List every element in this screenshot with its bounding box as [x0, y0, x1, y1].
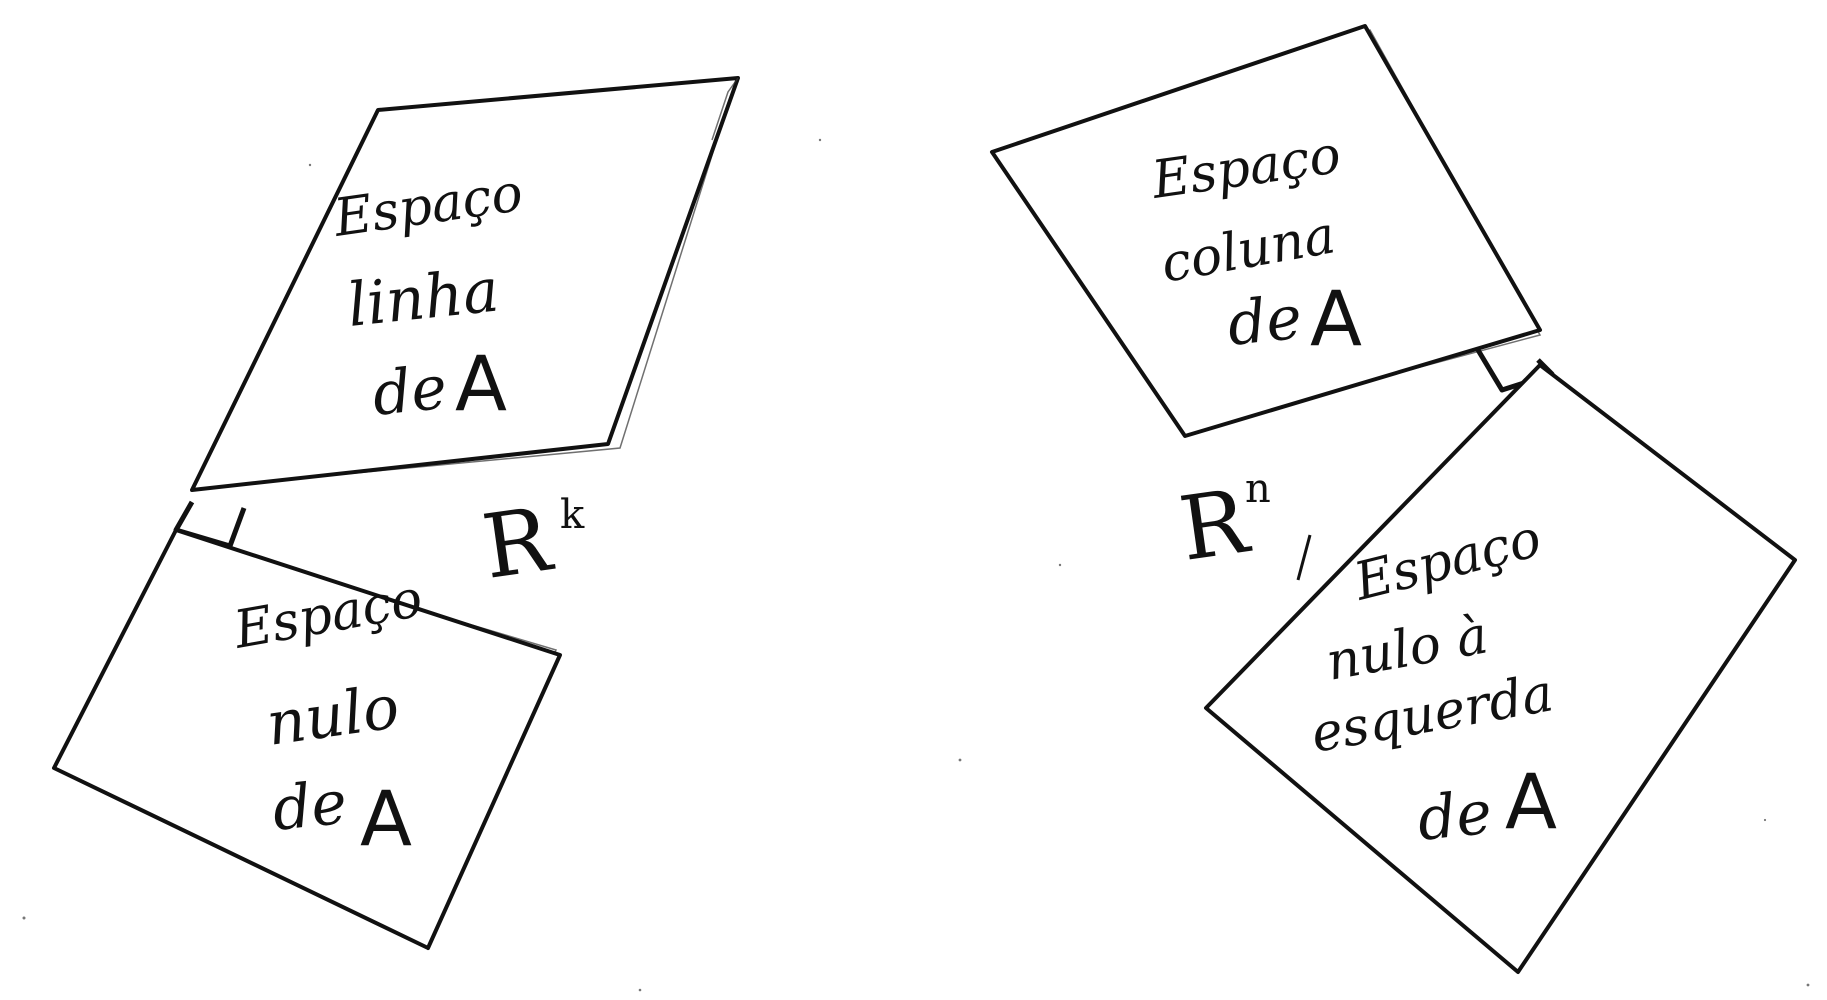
row-space-label-letter: A: [455, 339, 507, 428]
rn-exponent: n: [1245, 466, 1271, 512]
row-space-label-line3-prefix: de: [369, 353, 450, 430]
null-space-plane: Espaço nulo de A: [52, 528, 562, 950]
left-null-space-label-line4-prefix: de: [1414, 778, 1495, 855]
left-null-space-plane: Espaço nulo à esquerda de A: [1204, 363, 1797, 974]
column-space-label-letter: A: [1310, 274, 1362, 363]
left-null-space-label-letter: A: [1505, 757, 1557, 846]
left-null-space-plane-outline: [1204, 363, 1797, 974]
rn-base: R: [1174, 469, 1257, 581]
left-subspace-group: Espaço linha de A Espaço nulo de A R k: [52, 76, 740, 950]
null-space-label-line3-prefix: de: [269, 768, 350, 845]
row-space-plane-outline: [190, 76, 740, 492]
rn-space-label: R n: [1174, 466, 1312, 581]
rk-space-label: R k: [477, 487, 585, 599]
row-space-plane: Espaço linha de A: [190, 76, 740, 492]
column-space-plane: Espaço coluna de A: [990, 24, 1542, 438]
row-space-label-line2: linha: [344, 255, 502, 340]
null-space-label-letter: A: [360, 774, 412, 863]
column-space-plane-outline: [990, 24, 1542, 438]
rn-tick-mark: [1296, 534, 1312, 581]
right-subspace-group: Espaço coluna de A Espaço nulo à esquerd…: [990, 24, 1797, 974]
column-space-label-line3-prefix: de: [1224, 283, 1305, 360]
rk-base: R: [477, 487, 560, 599]
rk-exponent: k: [560, 492, 585, 538]
null-space-plane-outline: [52, 528, 562, 950]
scan-specks: [22, 138, 1810, 992]
